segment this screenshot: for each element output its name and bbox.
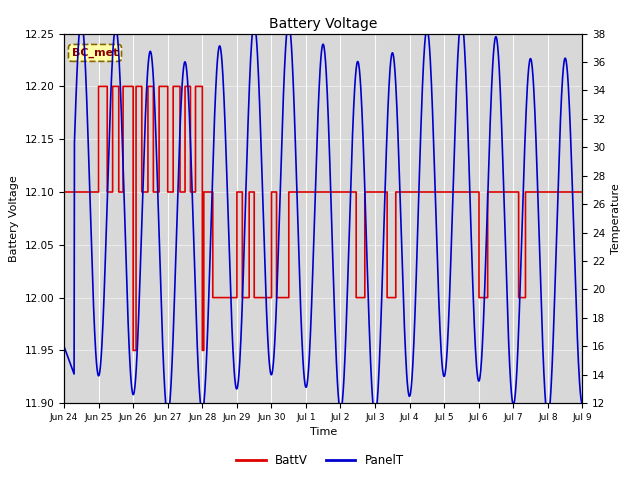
- Y-axis label: Battery Voltage: Battery Voltage: [9, 175, 19, 262]
- Title: Battery Voltage: Battery Voltage: [269, 17, 378, 31]
- Y-axis label: Temperature: Temperature: [611, 183, 621, 254]
- X-axis label: Time: Time: [310, 428, 337, 437]
- Text: BC_met: BC_met: [72, 48, 118, 58]
- Legend: BattV, PanelT: BattV, PanelT: [232, 449, 408, 472]
